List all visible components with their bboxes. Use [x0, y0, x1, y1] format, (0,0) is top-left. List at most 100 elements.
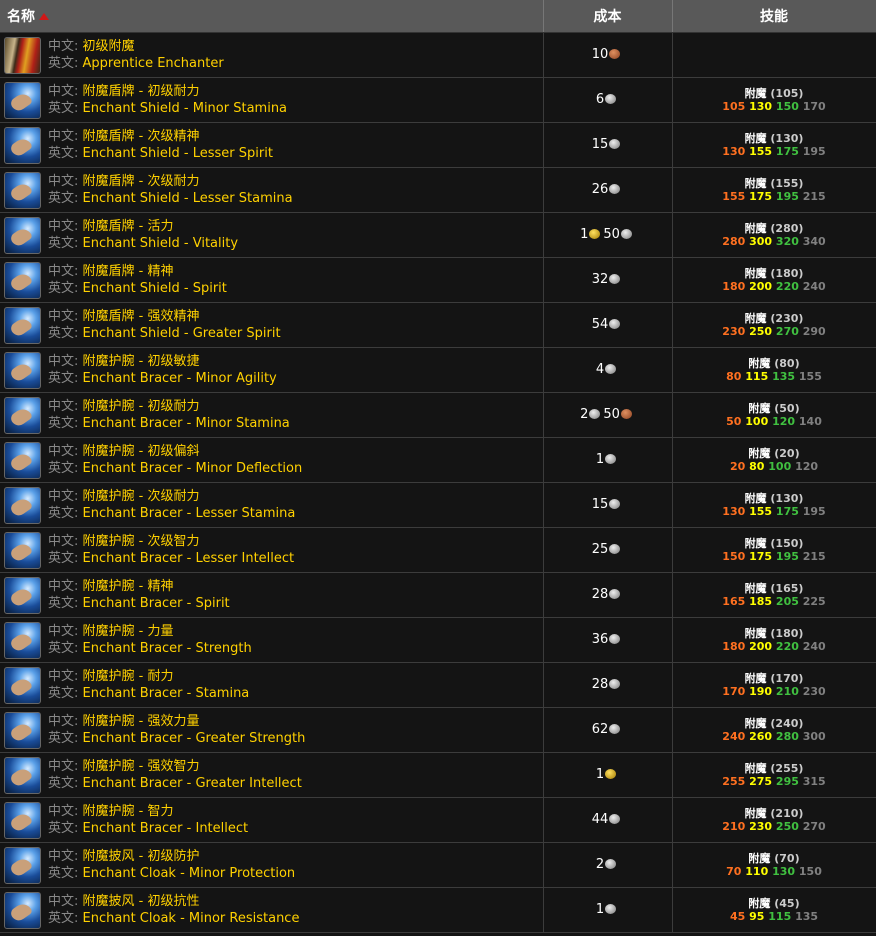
chinese-name-link[interactable]: 附魔护腕 - 耐力 [82, 668, 174, 684]
enchant-hand-icon[interactable] [4, 891, 41, 929]
sort-ascending-icon[interactable] [39, 12, 49, 20]
chinese-name-link[interactable]: 附魔披风 - 初级防护 [82, 848, 200, 864]
table-row[interactable]: 中文: 附魔盾牌 - 初级耐力 英文: Enchant Shield - Min… [0, 77, 876, 123]
chinese-name-link[interactable]: 附魔护腕 - 初级敏捷 [82, 353, 200, 369]
chinese-name-link[interactable]: 附魔护腕 - 次级智力 [82, 533, 200, 549]
enchant-hand-icon[interactable] [4, 756, 41, 794]
enchant-hand-icon[interactable] [4, 351, 41, 389]
table-row[interactable]: 中文: 附魔护腕 - 智力 英文: Enchant Bracer - Intel… [0, 797, 876, 843]
enchant-hand-icon[interactable] [4, 846, 41, 884]
chinese-name-link[interactable]: 附魔护腕 - 强效力量 [82, 713, 200, 729]
skill-required-level: (280) [770, 221, 804, 235]
english-label: 英文: [48, 820, 79, 836]
table-row[interactable]: 中文: 附魔盾牌 - 强效精神 英文: Enchant Shield - Gre… [0, 302, 876, 348]
english-name-link[interactable]: Enchant Shield - Minor Stamina [82, 100, 288, 116]
skill-level-green: 295 [775, 774, 799, 788]
english-name-link[interactable]: Enchant Cloak - Minor Protection [82, 865, 296, 881]
enchant-hand-icon[interactable] [4, 306, 41, 344]
enchant-hand-icon[interactable] [4, 576, 41, 614]
skill-level-gray: 300 [802, 729, 826, 743]
enchant-hand-icon[interactable] [4, 666, 41, 704]
enchant-hand-icon[interactable] [4, 441, 41, 479]
english-name-link[interactable]: Enchant Bracer - Spirit [82, 595, 230, 611]
english-name-link[interactable]: Enchant Shield - Lesser Stamina [82, 190, 293, 206]
table-row[interactable]: 中文: 附魔盾牌 - 活力 英文: Enchant Shield - Vital… [0, 212, 876, 258]
cost-cell: 15 [543, 482, 673, 528]
table-row[interactable]: 中文: 附魔护腕 - 初级耐力 英文: Enchant Bracer - Min… [0, 392, 876, 438]
chinese-name-link[interactable]: 附魔盾牌 - 精神 [82, 263, 174, 279]
english-label: 英文: [48, 595, 79, 611]
skill-cell: 附魔 (165) 165 185 205 225 [672, 572, 876, 618]
english-name-link[interactable]: Enchant Bracer - Minor Agility [82, 370, 277, 386]
table-row[interactable]: 中文: 附魔护腕 - 强效智力 英文: Enchant Bracer - Gre… [0, 752, 876, 798]
skill-level-orange: 230 [722, 324, 746, 338]
table-row[interactable]: 中文: 附魔盾牌 - 精神 英文: Enchant Shield - Spiri… [0, 257, 876, 303]
english-name-link[interactable]: Enchant Bracer - Greater Strength [82, 730, 306, 746]
chinese-name-link[interactable]: 附魔盾牌 - 活力 [82, 218, 174, 234]
table-row[interactable]: 中文: 附魔披风 - 初级防护 英文: Enchant Cloak - Mino… [0, 842, 876, 888]
cost-amount: 6 [595, 92, 605, 107]
column-header-name[interactable]: 名称 [0, 0, 544, 33]
chinese-name-link[interactable]: 附魔盾牌 - 次级耐力 [82, 173, 200, 189]
english-name-link[interactable]: Enchant Bracer - Lesser Intellect [82, 550, 295, 566]
enchant-hand-icon[interactable] [4, 621, 41, 659]
column-header-skill[interactable]: 技能 [672, 0, 876, 33]
chinese-name-link[interactable]: 附魔护腕 - 强效智力 [82, 758, 200, 774]
enchant-hand-icon[interactable] [4, 126, 41, 164]
chinese-name-link[interactable]: 附魔盾牌 - 初级耐力 [82, 83, 200, 99]
chinese-name-link[interactable]: 附魔护腕 - 初级偏斜 [82, 443, 200, 459]
table-row[interactable]: 中文: 附魔披风 - 初级抗性 英文: Enchant Cloak - Mino… [0, 887, 876, 933]
enchant-hand-icon[interactable] [4, 216, 41, 254]
chinese-name-link[interactable]: 附魔护腕 - 初级耐力 [82, 398, 200, 414]
english-name-link[interactable]: Enchant Bracer - Strength [82, 640, 252, 656]
skill-level-yellow: 190 [749, 684, 773, 698]
enchant-hand-icon[interactable] [4, 711, 41, 749]
english-name-link[interactable]: Enchant Bracer - Intellect [82, 820, 249, 836]
english-name-link[interactable]: Enchant Shield - Vitality [82, 235, 239, 251]
skill-level-yellow: 100 [745, 414, 769, 428]
table-row[interactable]: 中文: 初级附魔 英文: Apprentice Enchanter 10 [0, 32, 876, 78]
english-name-link[interactable]: Enchant Bracer - Greater Intellect [82, 775, 302, 791]
silver-coin-icon [605, 454, 617, 464]
chinese-name-link[interactable]: 初级附魔 [82, 38, 135, 54]
table-row[interactable]: 中文: 附魔护腕 - 次级耐力 英文: Enchant Bracer - Les… [0, 482, 876, 528]
table-row[interactable]: 中文: 附魔护腕 - 精神 英文: Enchant Bracer - Spiri… [0, 572, 876, 618]
silver-coin-icon [609, 499, 621, 509]
english-name-link[interactable]: Enchant Bracer - Lesser Stamina [82, 505, 296, 521]
column-header-cost[interactable]: 成本 [543, 0, 673, 33]
table-row[interactable]: 中文: 附魔护腕 - 强效力量 英文: Enchant Bracer - Gre… [0, 707, 876, 753]
table-row[interactable]: 中文: 附魔盾牌 - 次级精神 英文: Enchant Shield - Les… [0, 122, 876, 168]
chinese-name-link[interactable]: 附魔披风 - 初级抗性 [82, 893, 200, 909]
enchant-hand-icon[interactable] [4, 531, 41, 569]
chinese-name-link[interactable]: 附魔护腕 - 次级耐力 [82, 488, 200, 504]
skill-name: 附魔 [744, 671, 767, 685]
enchant-hand-icon[interactable] [4, 801, 41, 839]
english-name-link[interactable]: Enchant Shield - Lesser Spirit [82, 145, 273, 161]
table-row[interactable]: 中文: 附魔护腕 - 初级敏捷 英文: Enchant Bracer - Min… [0, 347, 876, 393]
table-row[interactable]: 中文: 附魔护腕 - 力量 英文: Enchant Bracer - Stren… [0, 617, 876, 663]
enchant-hand-icon[interactable] [4, 396, 41, 434]
chinese-name-link[interactable]: 附魔护腕 - 智力 [82, 803, 174, 819]
english-name-link[interactable]: Enchant Shield - Greater Spirit [82, 325, 281, 341]
chinese-name-link[interactable]: 附魔护腕 - 精神 [82, 578, 174, 594]
chinese-name-link[interactable]: 附魔盾牌 - 强效精神 [82, 308, 200, 324]
enchant-hand-icon[interactable] [4, 261, 41, 299]
english-name-link[interactable]: Enchant Cloak - Minor Resistance [82, 910, 300, 926]
apprentice-enchanter-icon[interactable] [4, 36, 41, 74]
english-name-link[interactable]: Enchant Bracer - Minor Stamina [82, 415, 290, 431]
chinese-name-link[interactable]: 附魔护腕 - 力量 [82, 623, 174, 639]
enchant-hand-icon[interactable] [4, 486, 41, 524]
english-name-link[interactable]: Enchant Bracer - Stamina [82, 685, 250, 701]
table-row[interactable]: 中文: 附魔盾牌 - 次级耐力 英文: Enchant Shield - Les… [0, 167, 876, 213]
table-row[interactable]: 中文: 附魔护腕 - 耐力 英文: Enchant Bracer - Stami… [0, 662, 876, 708]
table-row[interactable]: 中文: 附魔护腕 - 初级偏斜 英文: Enchant Bracer - Min… [0, 437, 876, 483]
english-name-link[interactable]: Enchant Bracer - Minor Deflection [82, 460, 303, 476]
chinese-name-link[interactable]: 附魔盾牌 - 次级精神 [82, 128, 200, 144]
chinese-label: 中文: [48, 443, 79, 459]
table-row[interactable]: 中文: 附魔护腕 - 次级智力 英文: Enchant Bracer - Les… [0, 527, 876, 573]
english-name-link[interactable]: Apprentice Enchanter [82, 55, 224, 71]
skill-level-yellow: 130 [749, 99, 773, 113]
enchant-hand-icon[interactable] [4, 171, 41, 209]
enchant-hand-icon[interactable] [4, 81, 41, 119]
english-name-link[interactable]: Enchant Shield - Spirit [82, 280, 227, 296]
